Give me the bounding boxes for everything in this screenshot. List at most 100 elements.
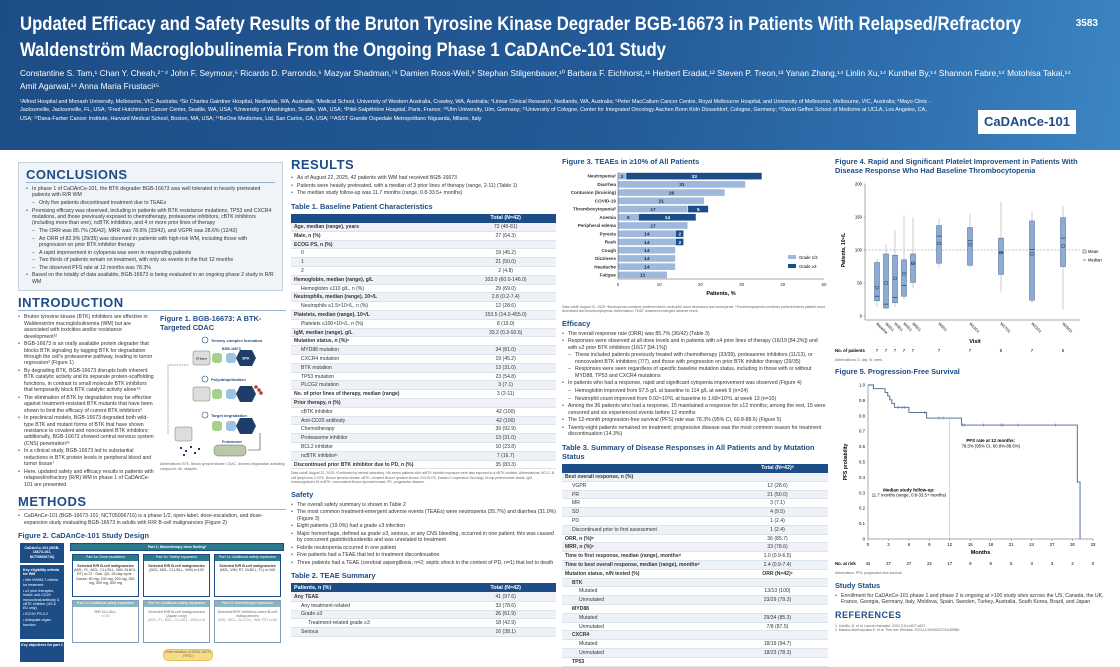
n-patients-value: 7 — [885, 348, 888, 353]
table-row: BCL2 inhibitor 10 (23.8) — [291, 442, 556, 452]
row-label: Neutrophils ≤1.5×10⁹/L, n (%) — [291, 301, 456, 312]
row-value — [726, 657, 828, 667]
bar-segment — [688, 205, 709, 213]
poster-number: 3583 — [1075, 18, 1098, 29]
x-tick-label: W21D1 — [1030, 322, 1042, 334]
x-tick-label: 18 — [988, 542, 993, 547]
part-details: (MZL, FL, MCL, CLL/SLL, WM, DLBCL, RT) n… — [73, 567, 138, 586]
mean-marker — [999, 251, 1003, 255]
n-patients-value: 7 — [1031, 348, 1034, 353]
row-value: 18/23 (78.3) — [726, 648, 828, 658]
header-cell: Total (N=42) — [455, 583, 556, 593]
table-row: CXCR4 — [562, 630, 828, 641]
table-header-row: Total (N=42)ᵃ — [562, 463, 828, 473]
row-value: 36 (85.7) — [726, 534, 828, 544]
table-row: Grade ≥3 26 (61.9) — [291, 610, 556, 620]
row-label: BTK — [562, 578, 727, 588]
study-part-box: Part 1f: Monotherapy expansion Selected B… — [214, 600, 281, 644]
row-label: 1 — [291, 257, 456, 268]
row-value: 18/19 (94.7) — [726, 639, 828, 650]
data-label: 2 — [621, 174, 624, 180]
step-a-label: Ternary complex formation — [211, 338, 263, 343]
study-logo: CaDAnCe-101 — [978, 110, 1076, 134]
study-part-box: Part 1c: Additional safety expansion Sele… — [214, 554, 281, 598]
x-tick-label: 0 — [867, 542, 870, 547]
n-patients-value: 7 — [894, 348, 897, 353]
table-row: Proteasome inhibitor 13 (31.0) — [291, 433, 556, 444]
methods-heading: METHODS — [18, 494, 286, 511]
figure-2-title: Figure 2. CaDAnCe-101 Study Design — [18, 531, 150, 541]
category-label: Contusion (bruising) — [571, 190, 617, 195]
n-patients-value: 7 — [876, 348, 879, 353]
bar-segment — [618, 172, 626, 180]
row-label: Chemotherapy — [291, 424, 456, 435]
figure-3-footnote: Data cutoff: August 22, 2025. ᵃNeutropen… — [562, 305, 826, 314]
bar-segment — [618, 238, 676, 246]
category-label: Diarrhea — [597, 182, 616, 187]
row-value: 18 (42.9) — [455, 618, 556, 629]
bar-segment — [618, 255, 676, 262]
x-tick-label: 15 — [968, 542, 973, 547]
bar-segment — [618, 189, 725, 196]
bullet-item: BGB-16673 is an orally available protein… — [18, 341, 154, 367]
n-patients-value: 6 — [1062, 348, 1065, 353]
efficacy-list: The overall response rate (ORR) was 85.7… — [562, 331, 828, 438]
at-risk-value: 37 — [886, 561, 891, 566]
part-header: Part 1d: Additional safety expansion — [73, 601, 138, 607]
bar-segment — [618, 222, 688, 229]
table-row: Platelets ≤100×10⁹/L, n (%) 8 (19.0) — [291, 319, 556, 329]
study-status-list: Enrollment for CaDAnCe-101 phase 1 and p… — [835, 593, 1107, 606]
part-header: Part 1c: Additional safety expansion — [215, 555, 280, 561]
category-label: Pyrexia — [600, 231, 617, 236]
figure-1: Figure 1. BGB-16673: A BTK-Targeted CDAC… — [160, 314, 286, 489]
box — [901, 259, 907, 297]
table-row: Chemotherapy 39 (92.9) — [291, 424, 556, 435]
row-label: Treatment-related grade ≥3 — [291, 618, 456, 629]
methods-section: METHODS CaDAnCe-101 (BGB-16673-101; NCT0… — [18, 494, 286, 665]
row-value: 27 (64.3) — [455, 231, 556, 241]
row-label: Time to first response, median (range), … — [562, 551, 727, 562]
table-row: TP53 mutation 23 (54.8) — [291, 372, 556, 382]
table-row: Unmutated 18/23 (78.3) — [562, 648, 828, 658]
x-tick-label: W25D1 — [1061, 322, 1073, 334]
row-value — [455, 336, 556, 347]
study-id-box: CaDAnCe-101 (BGB-16673-101, NCT05006716) — [20, 543, 64, 564]
table-row: ECOG PS, n (%) — [291, 240, 556, 250]
row-value: 33 (78.6) — [455, 601, 556, 611]
figure-3-title: Figure 3. TEAEs in ≥10% of All Patients — [562, 157, 700, 166]
y-tick-label: 0.8 — [859, 414, 866, 419]
part-population: R/R CLL/SLL — [94, 609, 117, 614]
conclusions-list: In phase 1 of CaDAnCe-101, the BTK degra… — [26, 186, 275, 285]
row-label: Discontinued prior BTK inhibitor due to … — [291, 460, 456, 470]
y-tick-label: 1.0 — [859, 383, 866, 388]
mean-marker — [968, 243, 972, 247]
row-label: CXCR4 — [562, 630, 727, 641]
bullet-item: Responses were seen regardless of specif… — [562, 366, 828, 379]
figure-5: Figure 5. Progression-Free Survival 0 0.1… — [835, 367, 1107, 632]
x-tick-label: 9 — [928, 542, 931, 547]
table-row: Mutated 18/19 (94.7) — [562, 639, 828, 650]
eligibility-box: Key eligibility criteria for WM • Met IW… — [20, 565, 64, 640]
eligibility-title: Key eligibility criteria for WM — [23, 568, 60, 577]
row-label: Mutation status, n (%)ᵃ — [291, 336, 456, 347]
bullet-item: Neutrophil count improved from 0.92×10⁹/… — [562, 396, 828, 403]
y-tick-label: 50 — [857, 281, 862, 286]
e3-ligase-shape — [192, 387, 211, 402]
box — [892, 255, 898, 304]
category-label: Fatigue — [600, 272, 617, 277]
row-value: 29 (69.0) — [455, 284, 556, 294]
header-text: Constantine S. Tam,¹ Chan Y. Cheah,²⁻⁴ J… — [20, 67, 1080, 123]
at-risk-value: 5 — [1010, 561, 1013, 566]
n-patients-value: 7 — [969, 348, 972, 353]
table-row: Best overall response, n (%) — [562, 472, 828, 482]
bullet-item: A rapid improvement in cytopenia was see… — [26, 250, 275, 257]
table-row: Any TEAE 41 (97.6) — [291, 592, 556, 602]
btk-shape — [236, 350, 256, 367]
n-patients-value: 7 — [938, 348, 941, 353]
row-label: Platelets ≤100×10⁹/L, n (%) — [291, 319, 456, 329]
part-population: Selected BTK inhibitor-naive B-cell mali… — [217, 609, 278, 618]
bar-segment — [618, 205, 688, 213]
row-value: 42 (100) — [455, 416, 556, 426]
row-value: 42 (100) — [455, 407, 556, 417]
